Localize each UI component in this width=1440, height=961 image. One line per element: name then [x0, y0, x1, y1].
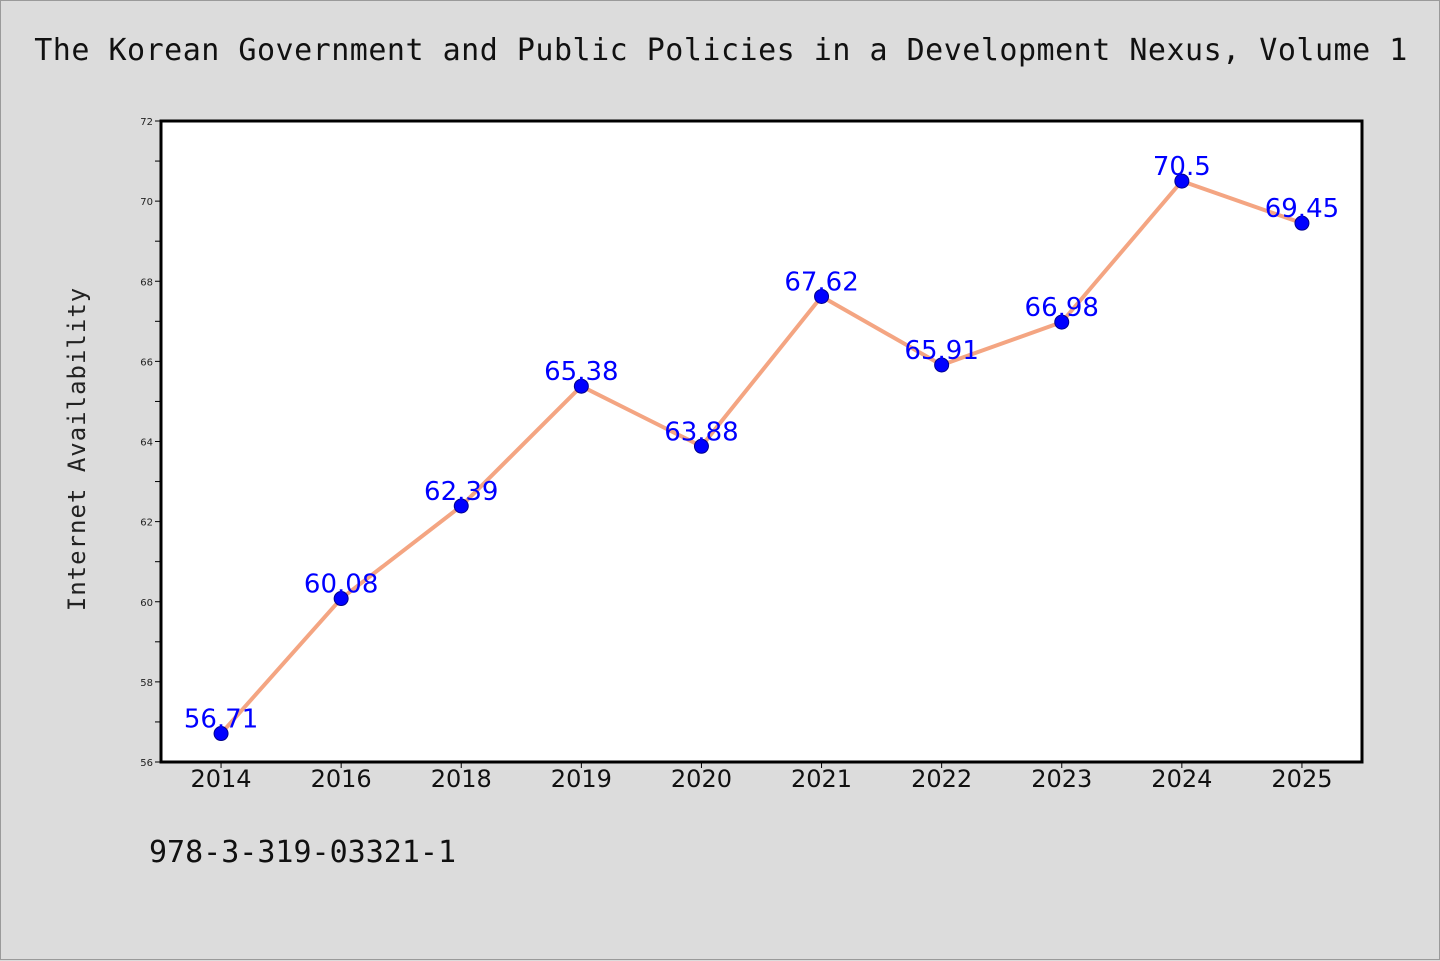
y-tick-label: 70 [140, 197, 153, 208]
data-point-marker [1054, 314, 1070, 330]
series-markers-group [213, 173, 1310, 742]
y-tick-label: 60 [140, 598, 153, 609]
x-axis: 2014 2016 2018 2019 2020 2021 2022 2023 2024 2025 [191, 762, 1332, 793]
y-axis: 56 58 60 62 64 66 68 70 72 [140, 117, 161, 769]
x-tick-label: 2018 [431, 765, 492, 793]
plot-area [159, 119, 1364, 764]
data-label: 56.71 [184, 705, 258, 735]
chart-title: The Korean Government and Public Policie… [34, 33, 1408, 68]
y-tick-label: 58 [140, 678, 153, 689]
x-tick-label: 2022 [911, 765, 972, 793]
y-tick-label: 64 [140, 438, 153, 449]
x-tick-label: 2019 [551, 765, 612, 793]
data-label: 60.08 [304, 570, 378, 600]
x-tick-label: 2020 [671, 765, 732, 793]
y-tick-label: 68 [140, 277, 153, 288]
x-tick-label: 2024 [1151, 765, 1212, 793]
isbn-text: 978-3-319-03321-1 [149, 835, 457, 870]
data-label: 65.38 [544, 357, 618, 387]
data-point-marker [814, 288, 830, 304]
data-point-marker [693, 438, 709, 454]
y-tick-label: 72 [140, 117, 153, 128]
data-label: 66.98 [1025, 293, 1099, 323]
x-tick-label: 2023 [1031, 765, 1092, 793]
data-labels-group: 56.71 60.08 62.39 65.38 63.88 67.62 65.91 66.98… [184, 152, 1339, 734]
x-tick-label: 2014 [191, 765, 252, 793]
data-label: 63.88 [664, 417, 738, 447]
data-point-marker [1174, 173, 1190, 189]
data-label: 62.39 [424, 477, 498, 507]
y-tick-label: 62 [140, 518, 153, 529]
data-label: 70.5 [1153, 152, 1211, 182]
data-point-marker [333, 591, 349, 607]
data-point-marker [453, 498, 469, 514]
y-tick-label: 56 [140, 758, 153, 769]
series-line-group [219, 179, 1303, 735]
data-point-marker [213, 726, 229, 742]
data-label: 65.91 [904, 336, 978, 366]
x-tick-label: 2025 [1271, 765, 1332, 793]
x-tick-label: 2021 [791, 765, 852, 793]
data-point-marker [573, 378, 589, 394]
data-label: 69.45 [1265, 194, 1339, 224]
y-tick-label: 66 [140, 357, 153, 368]
data-label: 67.62 [784, 267, 858, 297]
data-point-marker [1294, 215, 1310, 231]
data-point-marker [934, 357, 950, 373]
x-tick-label: 2016 [311, 765, 372, 793]
series-line [219, 179, 1303, 735]
